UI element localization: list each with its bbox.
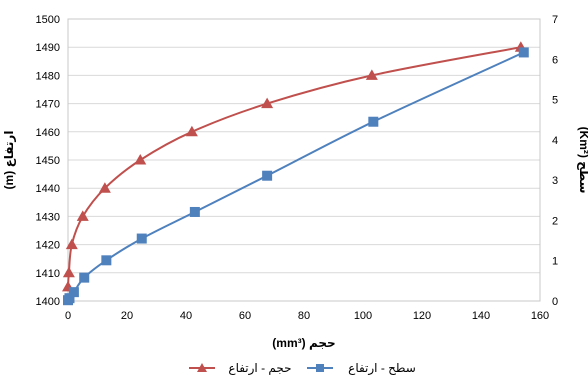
legend-label-area: سطح - ارتفاع [348,361,416,376]
data-point-square [189,206,200,217]
y-left-tick-label: 1400 [36,296,60,308]
data-point-square [136,233,147,244]
x-tick-label: 80 [298,310,310,322]
y-left-tick-label: 1490 [36,42,60,54]
y-right-tick-label: 2 [552,215,558,227]
data-point-square [518,47,529,58]
y-left-tick-label: 1500 [36,14,60,26]
data-point-triangle [76,210,89,221]
x-axis-title: حجم (mm³) [272,336,335,350]
y-right-tick-label: 0 [552,296,558,308]
y-right-tick-label: 6 [552,54,558,66]
data-point-triangle [134,154,147,165]
y-left-tick-label: 1460 [36,127,60,139]
data-point-square [101,255,112,266]
legend-marker-triangle [197,363,207,372]
x-tick-label: 40 [180,310,192,322]
legend-label-volume: حجم - ارتفاع [228,361,291,376]
y-axis-right-ticks: 0 1 2 3 4 5 6 7 [552,14,558,308]
y-left-tick-label: 1470 [36,99,60,111]
x-tick-label: 20 [121,310,133,322]
y-left-tick-label: 1440 [36,183,60,195]
legend: سطح - ارتفاع حجم - ارتفاع [189,361,416,376]
y-axis-left-ticks: 1400 1410 1420 1430 1440 1450 1460 1470 1480 1490… [36,14,60,308]
y-left-tick-label: 1410 [36,268,60,280]
data-point-triangle [365,69,378,80]
data-point-triangle [261,97,274,109]
y-left-tick-label: 1430 [36,211,60,223]
series-layer [62,41,529,306]
y-left-tick-label: 1480 [36,70,60,82]
series-line-1 [67,51,525,301]
x-tick-label: 100 [354,310,372,322]
data-point-square [79,272,90,283]
y-right-tick-label: 3 [552,175,558,187]
legend-item-area-height: سطح - ارتفاع [307,361,416,376]
y-left-tick-label: 1420 [36,240,60,252]
data-point-square [262,170,273,181]
data-point-square [368,116,379,127]
y-right-tick-label: 1 [552,256,558,268]
legend-marker-square [316,364,324,372]
data-point-triangle [98,182,111,193]
x-tick-label: 120 [413,310,431,322]
data-point-square [64,293,75,304]
x-tick-label: 60 [239,310,251,322]
data-point-triangle [185,125,198,137]
x-tick-label: 140 [472,310,490,322]
series-line-0 [67,46,521,287]
y-left-tick-label: 1450 [36,155,60,167]
legend-item-volume-height: حجم - ارتفاع [189,361,292,376]
y-axis-right-title: سطح (Km²) [577,127,588,194]
x-tick-label: 160 [531,310,549,322]
y-right-tick-label: 7 [552,14,558,26]
data-point-square [68,287,79,298]
data-point-triangle [65,238,78,250]
data-point-triangle [62,266,75,278]
x-axis-ticks: 0 20 40 60 80 100 120 140 160 [65,310,549,322]
y-axis-left-title: ارتفاع (m) [2,131,16,190]
x-tick-label: 0 [65,310,71,322]
y-right-tick-label: 5 [552,95,558,107]
plot-area-border [67,18,541,302]
y-right-tick-label: 4 [552,135,558,147]
